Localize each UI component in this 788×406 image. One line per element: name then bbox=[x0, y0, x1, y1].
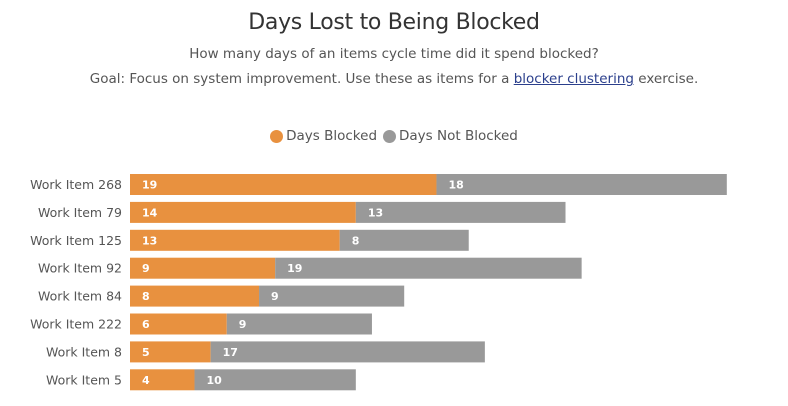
bar-days-blocked-work-item-125[interactable] bbox=[130, 229, 340, 251]
category-label-work-item-79: Work Item 79 bbox=[38, 205, 122, 220]
data-label-days-not-blocked-work-item-8: 17 bbox=[223, 346, 238, 359]
bar-days-not-blocked-work-item-92[interactable] bbox=[275, 257, 582, 279]
bar-days-not-blocked-work-item-5[interactable] bbox=[194, 369, 356, 391]
chart-title: Days Lost to Being Blocked bbox=[248, 10, 540, 35]
chart-legend: Days Blocked Days Not Blocked bbox=[0, 128, 788, 144]
chart-subtitle: How many days of an items cycle time did… bbox=[189, 46, 599, 62]
bar-days-not-blocked-work-item-125[interactable] bbox=[339, 229, 469, 251]
data-label-days-not-blocked-work-item-92: 19 bbox=[287, 262, 302, 275]
bar-days-blocked-work-item-8[interactable] bbox=[130, 341, 211, 363]
category-label-work-item-92: Work Item 92 bbox=[38, 261, 122, 276]
goal-suffix: exercise. bbox=[633, 71, 699, 87]
data-label-days-not-blocked-work-item-125: 8 bbox=[352, 234, 360, 247]
data-label-days-blocked-work-item-125: 13 bbox=[142, 234, 157, 247]
data-label-days-not-blocked-work-item-268: 18 bbox=[448, 179, 463, 192]
bar-days-not-blocked-work-item-222[interactable] bbox=[226, 313, 372, 335]
data-label-days-blocked-work-item-84: 8 bbox=[142, 290, 150, 303]
bar-days-blocked-work-item-5[interactable] bbox=[130, 369, 195, 391]
legend-item-days-not-blocked[interactable]: Days Not Blocked bbox=[383, 128, 518, 144]
bar-days-not-blocked-work-item-8[interactable] bbox=[210, 341, 485, 363]
data-label-days-blocked-work-item-8: 5 bbox=[142, 346, 150, 359]
bar-days-blocked-work-item-222[interactable] bbox=[130, 313, 227, 335]
bar-days-blocked-work-item-84[interactable] bbox=[130, 285, 260, 307]
bar-days-not-blocked-work-item-268[interactable] bbox=[436, 174, 727, 195]
blocker-clustering-link[interactable]: blocker clustering bbox=[513, 71, 634, 87]
category-label-work-item-8: Work Item 8 bbox=[46, 344, 122, 359]
legend-label-days-blocked: Days Blocked bbox=[286, 128, 378, 144]
legend-label-days-not-blocked: Days Not Blocked bbox=[399, 128, 518, 144]
data-label-days-blocked-work-item-92: 9 bbox=[142, 262, 150, 275]
bar-days-blocked-work-item-92[interactable] bbox=[130, 257, 276, 279]
category-label-work-item-268: Work Item 268 bbox=[30, 177, 122, 192]
data-label-days-not-blocked-work-item-79: 13 bbox=[368, 206, 383, 219]
legend-swatch-days-blocked bbox=[270, 129, 284, 143]
category-label-work-item-125: Work Item 125 bbox=[30, 233, 122, 248]
goal-prefix: Goal: Focus on system improvement. Use t… bbox=[89, 71, 514, 87]
category-label-work-item-5: Work Item 5 bbox=[46, 372, 122, 387]
goal-text: Goal: Focus on system improvement. Use t… bbox=[0, 71, 788, 87]
data-label-days-blocked-work-item-268: 19 bbox=[142, 179, 157, 192]
category-label-work-item-84: Work Item 84 bbox=[38, 289, 122, 304]
data-label-days-not-blocked-work-item-84: 9 bbox=[271, 290, 279, 303]
legend-item-days-blocked[interactable]: Days Blocked bbox=[270, 128, 377, 144]
bar-days-not-blocked-work-item-79[interactable] bbox=[355, 201, 566, 223]
legend-swatch-days-not-blocked bbox=[383, 129, 397, 143]
data-label-days-not-blocked-work-item-222: 9 bbox=[239, 318, 247, 331]
bar-days-blocked-work-item-268[interactable] bbox=[130, 174, 437, 195]
data-label-days-not-blocked-work-item-5: 10 bbox=[207, 374, 223, 387]
bar-days-blocked-work-item-79[interactable] bbox=[130, 201, 356, 223]
data-label-days-blocked-work-item-5: 4 bbox=[142, 374, 150, 387]
data-label-days-blocked-work-item-79: 14 bbox=[142, 206, 158, 219]
bar-days-not-blocked-work-item-84[interactable] bbox=[259, 285, 405, 307]
category-label-work-item-222: Work Item 222 bbox=[30, 317, 122, 332]
data-label-days-blocked-work-item-222: 6 bbox=[142, 318, 150, 331]
